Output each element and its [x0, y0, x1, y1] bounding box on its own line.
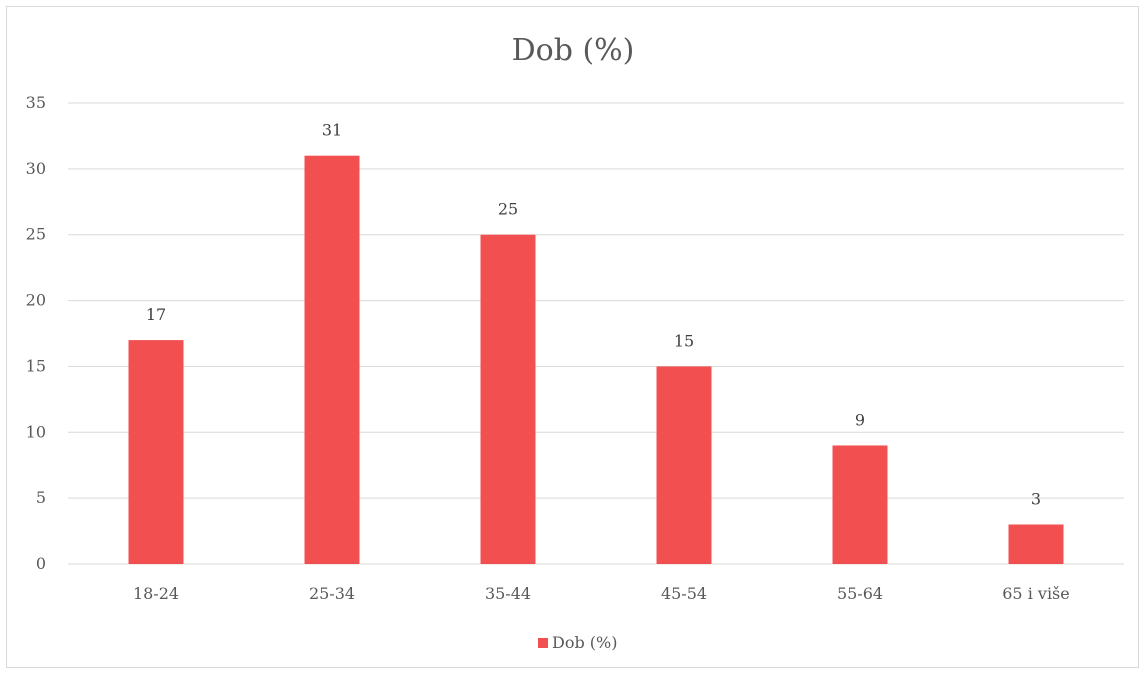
bar-25-34 — [304, 155, 360, 564]
gridlines — [68, 102, 1124, 565]
legend-swatch — [538, 638, 548, 648]
y-tick-label: 0 — [36, 554, 46, 573]
legend-label: Dob (%) — [552, 633, 617, 652]
bars — [128, 155, 1064, 564]
x-axis-ticks: 18-24 25-34 35-44 45-54 55-64 65 i više — [133, 584, 1070, 603]
bar-55-64 — [832, 445, 888, 564]
x-tick-label: 35-44 — [485, 584, 531, 603]
y-tick-label: 30 — [26, 159, 46, 178]
x-tick-label: 55-64 — [837, 584, 883, 603]
x-tick-label: 45-54 — [661, 584, 707, 603]
y-tick-label: 25 — [26, 225, 46, 244]
bar-65-i-više — [1008, 524, 1064, 564]
data-label: 31 — [322, 121, 342, 140]
data-labels: 17 31 25 15 9 3 — [146, 121, 1041, 509]
y-tick-label: 15 — [26, 356, 46, 375]
data-label: 25 — [498, 200, 518, 219]
data-label: 15 — [674, 331, 694, 350]
y-tick-label: 35 — [26, 93, 46, 112]
chart-frame — [6, 6, 1139, 668]
data-label: 9 — [855, 410, 865, 429]
bar-18-24 — [128, 340, 184, 564]
x-tick-label: 25-34 — [309, 584, 355, 603]
legend: Dob (%) — [538, 633, 617, 652]
y-tick-label: 5 — [36, 488, 46, 507]
bar-45-54 — [656, 366, 712, 564]
y-tick-label: 20 — [26, 291, 46, 310]
x-tick-label: 65 i više — [1002, 584, 1069, 603]
y-tick-label: 10 — [26, 422, 46, 441]
data-label: 3 — [1031, 489, 1041, 508]
chart-title: Dob (%) — [512, 33, 635, 68]
bar-35-44 — [480, 234, 536, 564]
y-axis-ticks: 0 5 10 15 20 25 30 35 — [26, 93, 46, 573]
data-label: 17 — [146, 305, 166, 324]
x-tick-label: 18-24 — [133, 584, 179, 603]
